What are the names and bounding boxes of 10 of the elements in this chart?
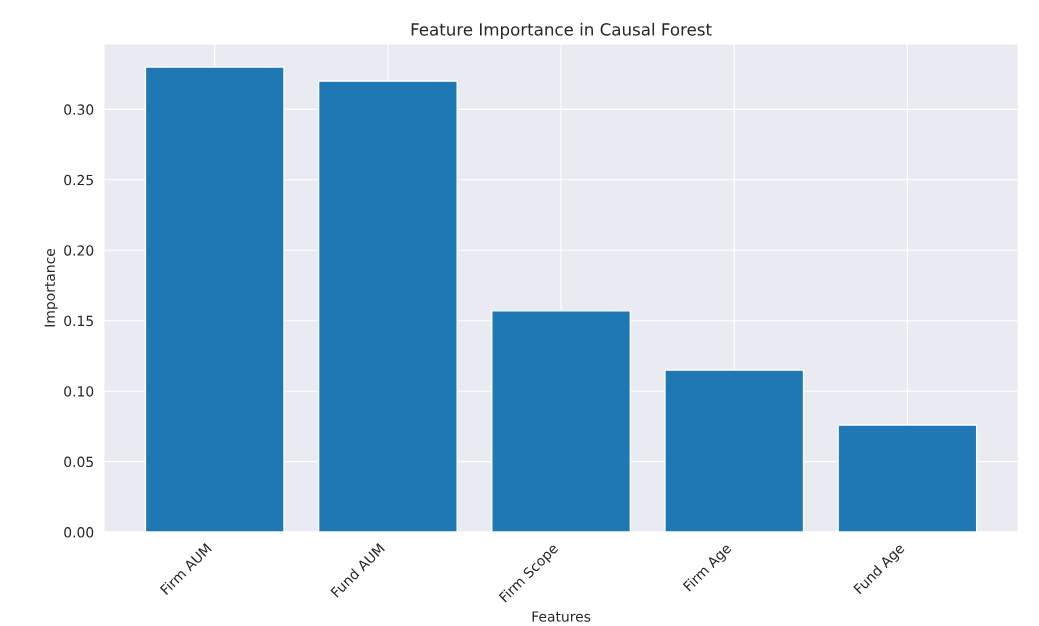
y-tick-label: 0.20	[64, 245, 94, 256]
y-tick-label: 0.10	[64, 386, 94, 397]
y-tick-label: 0.25	[64, 174, 93, 186]
y-tick-label: 0.00	[64, 527, 94, 538]
y-tick-label: 0.05	[64, 456, 93, 468]
y-tick-label: 0.30	[64, 104, 94, 115]
chart-title: Feature Importance in Causal Forest	[411, 22, 712, 39]
y-axis-title: Importance	[44, 248, 58, 327]
x-axis-title: Features	[532, 611, 591, 622]
y-tick-label: 0.15	[64, 315, 93, 327]
